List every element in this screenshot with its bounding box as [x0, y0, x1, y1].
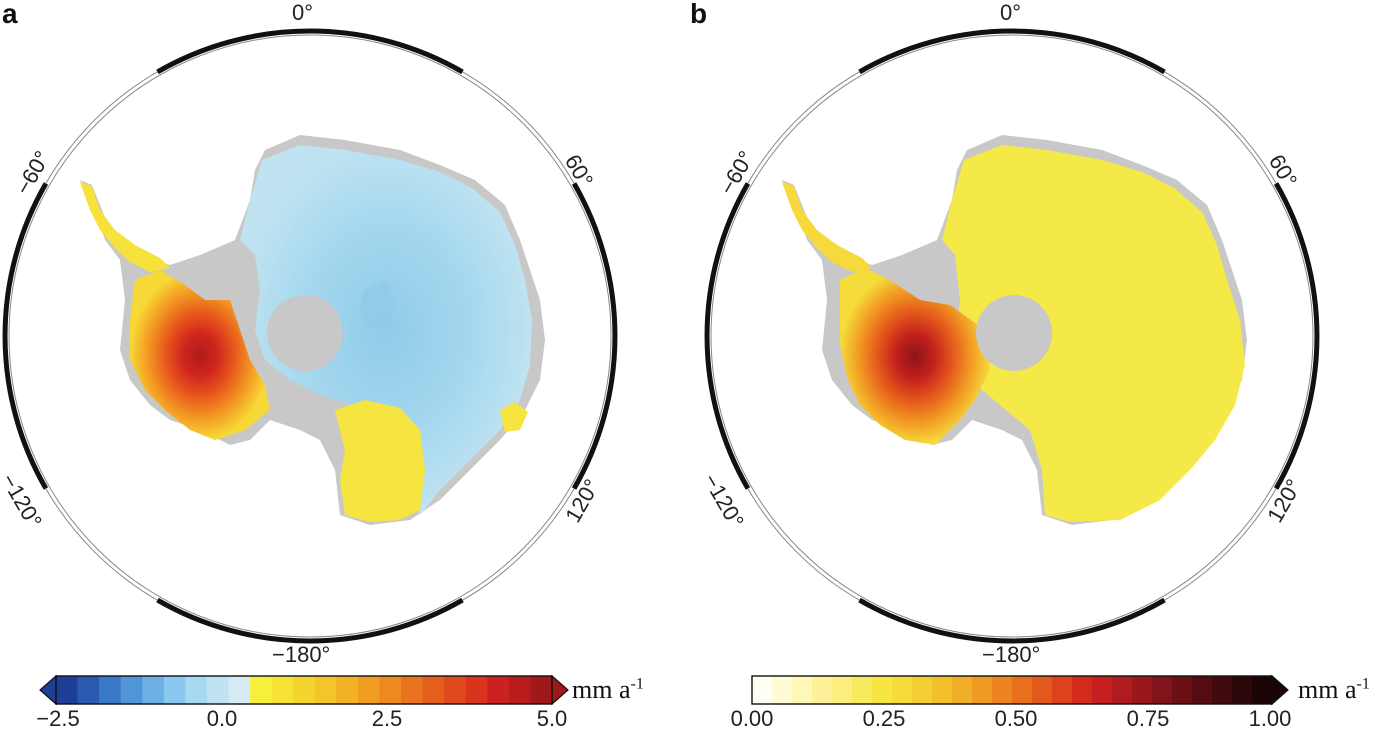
panel-a-colorbar-swatch [422, 676, 445, 704]
panel-a-colorbar-tick: −2.5 [36, 706, 80, 731]
panel-b-colorbar-tick: 0.25 [862, 706, 906, 731]
panel-b-colorbar-tick: 0.50 [994, 706, 1038, 731]
panel-b-colorbar-swatch [892, 676, 913, 704]
panel-a-colorbar-tick: 0.0 [206, 706, 238, 731]
panel-b-inner-ring [710, 34, 1314, 638]
panel-b-colorbar-swatch [1152, 676, 1173, 704]
panel-b-colorbar-swatch [912, 676, 933, 704]
panel-a-colorbar-swatch [206, 676, 230, 704]
panel-b-colorbar-swatch [872, 676, 893, 704]
panel-b-colorbar-swatch [1052, 676, 1073, 704]
panel-b-pole-hole [976, 295, 1052, 371]
panel-b-colorbar-unit: mm a-1 [1298, 675, 1370, 704]
panel-a-colorbar [39, 674, 569, 706]
panel-b-colorbar-swatch [1172, 676, 1193, 704]
panel-a-yellow-sector [335, 400, 425, 522]
panel-a-colorbar-swatch [444, 676, 467, 704]
panel-a-east-antarctica [240, 145, 532, 515]
panel-b-peninsula [782, 182, 872, 272]
panel-a-colorbar-swatch [314, 676, 337, 704]
panel-a-pole-hole [267, 295, 343, 371]
panel-b-colorbar-swatch [792, 676, 813, 704]
panel-a-frame-arcs [2, 28, 618, 644]
panel-b-colorbar-swatch [1252, 676, 1273, 704]
panel-b-lon-label-neg180: −180° [982, 642, 1041, 667]
panel-a-lon-label-neg180: −180° [272, 642, 331, 667]
panel-b-colorbar-swatch [972, 676, 993, 704]
panel-a-colorbar-swatch [293, 676, 316, 704]
panel-b-map [704, 28, 1320, 644]
panel-b-colorbar-swatch [1192, 676, 1213, 704]
panel-a-colorbar-swatch [379, 676, 402, 704]
panel-b-colorbar-swatch [832, 676, 853, 704]
panel-b-colorbar-swatch [1032, 676, 1053, 704]
panel-a-colorbar-swatch [401, 676, 424, 704]
panel-a-colorbar-swatch [99, 676, 122, 704]
panel-a-peninsula [80, 182, 170, 272]
panel-b-colorbar-swatch [812, 676, 833, 704]
panel-a-colorbar-swatch [336, 676, 359, 704]
panel-b-letter: b [690, 0, 708, 29]
panel-b-colorbar-tick: 1.00 [1248, 706, 1292, 731]
panel-a-colorbar-swatch [185, 676, 208, 704]
panel-b-colorbar-swatch [852, 676, 873, 704]
panel-b-colorbar-tick: 0.75 [1126, 706, 1170, 731]
panel-b-colorbar-swatch [1092, 676, 1113, 704]
panel-a-west-antarctica [130, 270, 270, 440]
panel-b-colorbar-swatch [1112, 676, 1133, 704]
panel-b-lon-label-0: 0° [1000, 0, 1022, 25]
panel-b-colorbar-swatch [1072, 676, 1093, 704]
panel-b-colorbar-max-arrow [1271, 674, 1289, 706]
panel-a-colorbar-swatch [163, 676, 186, 704]
panel-a-inner-ring [8, 34, 612, 638]
panel-a-colorbar-swatch [142, 676, 165, 704]
panel-b-colorbar-swatch [932, 676, 953, 704]
panel-a-colorbar-border [55, 675, 553, 705]
panel-b-colorbar-border [751, 675, 1273, 705]
panel-a-letter: a [2, 0, 18, 29]
panel-a-colorbar-tick: 5.0 [536, 706, 568, 731]
panel-a-colorbar-tick: 2.5 [371, 706, 403, 731]
panel-b-colorbar-swatch [992, 676, 1013, 704]
panel-b-colorbar [751, 674, 1289, 706]
panel-b-colorbar-swatch [1012, 676, 1033, 704]
panel-a-colorbar-unit: mm a-1 [572, 675, 644, 704]
panel-b-colorbar-swatch [1132, 676, 1153, 704]
panel-a-colorbar-swatch [56, 676, 79, 704]
panel-b-west-antarctica [840, 268, 990, 445]
panel-a-colorbar-swatch [120, 676, 143, 704]
panel-a-colorbar-swatch [487, 676, 510, 704]
panel-b-colorbar-tick: 0.00 [730, 706, 774, 731]
panel-b-colorbar-swatch [752, 676, 773, 704]
panel-a-yellow-patch [500, 402, 528, 432]
panel-a-colorbar-swatch [530, 676, 553, 704]
panel-b-east-antarctica [942, 145, 1245, 522]
panel-b-colorbar-swatch [772, 676, 793, 704]
panel-b-colorbar-swatch [1212, 676, 1233, 704]
panel-a-colorbar-swatch [357, 676, 381, 704]
panel-b-frame-arcs [704, 28, 1320, 644]
panel-a-colorbar-swatch [77, 676, 100, 704]
panel-a-blue-core [360, 280, 395, 330]
panel-a-colorbar-swatch [465, 676, 488, 704]
panel-a-colorbar-swatch [250, 676, 273, 704]
panel-a-colorbar-max-arrow [551, 674, 569, 706]
panel-a-colorbar-swatch [228, 676, 251, 704]
panel-a-colorbar-min-arrow [39, 674, 57, 706]
panel-b-colorbar-swatch [952, 676, 973, 704]
panel-a-lon-label-0: 0° [292, 0, 314, 25]
panel-b-colorbar-swatch [1232, 676, 1253, 704]
panel-a-colorbar-swatch [508, 676, 532, 704]
panel-a-map [2, 28, 618, 644]
panel-a-colorbar-swatch [271, 676, 294, 704]
